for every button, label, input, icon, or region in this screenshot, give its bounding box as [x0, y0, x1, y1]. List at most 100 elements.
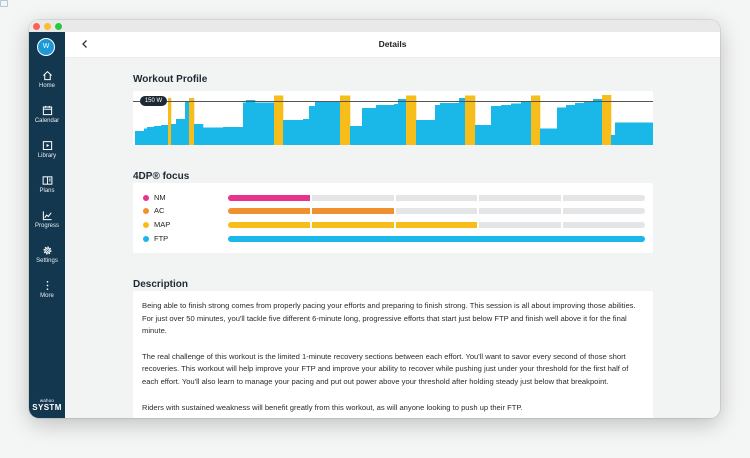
effort-interval-bar — [465, 95, 476, 145]
level-segment — [395, 208, 478, 214]
gear-icon — [42, 246, 52, 255]
ac-dot — [143, 208, 149, 214]
progress-icon — [42, 211, 52, 221]
sidebar-item-calendar[interactable]: Calendar — [29, 105, 65, 124]
focus-row-ftp: FTP — [133, 233, 653, 245]
zoom-window-button[interactable] — [55, 23, 62, 30]
interval-bar — [315, 102, 336, 145]
level-segment — [311, 195, 394, 201]
focus-row-ac: AC — [133, 205, 653, 217]
level-segment — [563, 222, 645, 228]
level-segment — [479, 208, 562, 214]
interval-bar — [593, 99, 603, 145]
interval-bar — [185, 101, 190, 145]
interval-bar — [223, 127, 244, 145]
sidebar-item-label: Plans — [39, 188, 55, 194]
effort-interval-bar — [531, 95, 541, 145]
level-segment — [228, 208, 310, 214]
ftp-badge: 150 W — [140, 96, 167, 106]
interval-bar — [435, 105, 441, 145]
interval-bar — [584, 101, 594, 145]
wahoo-systm-logo: wahoo SYSTM — [29, 398, 65, 412]
sidebar-item-settings[interactable]: Settings — [29, 245, 65, 264]
sidebar-item-progress[interactable]: Progress — [29, 210, 65, 229]
sidebar: W Home Calendar Library — [29, 32, 65, 418]
interval-bar — [501, 105, 512, 145]
interval-bar — [194, 124, 204, 145]
description-title: Description — [133, 279, 189, 290]
sidebar-item-home[interactable]: Home — [29, 70, 65, 89]
corner-mark — [0, 0, 8, 7]
effort-interval-bar — [189, 98, 195, 145]
workout-profile-title: Workout Profile — [133, 74, 208, 85]
level-segment — [479, 222, 562, 228]
focus-row-nm: NM — [133, 192, 653, 204]
interval-bar — [176, 119, 186, 145]
map-level-track — [228, 222, 645, 228]
level-segment — [395, 222, 478, 228]
description-text: Being able to finish strong comes from p… — [142, 300, 642, 418]
interval-bar — [335, 101, 341, 145]
interval-bar — [309, 106, 316, 145]
interval-bar — [440, 103, 460, 145]
interval-bar — [303, 119, 310, 145]
interval-bar — [491, 106, 502, 145]
effort-interval-bar — [340, 95, 351, 145]
map-dot — [143, 222, 149, 228]
interval-bar — [243, 102, 247, 145]
sidebar-item-more[interactable]: More — [29, 280, 65, 299]
sidebar-item-library[interactable]: Library — [29, 140, 65, 159]
interval-bar — [283, 120, 304, 145]
calendar-icon — [42, 105, 52, 116]
back-arrow-icon[interactable] — [79, 38, 91, 50]
description-paragraph: The real challenge of this workout is th… — [142, 351, 629, 386]
sidebar-item-plans[interactable]: Plans — [29, 175, 65, 194]
interval-bar — [350, 126, 363, 145]
interval-bar — [154, 126, 162, 145]
page-title: Details — [378, 39, 407, 49]
description-paragraph: Riders with sustained weakness will bene… — [142, 402, 523, 412]
effort-interval-bar — [406, 95, 417, 145]
focus-label: AC — [154, 206, 165, 215]
level-segment — [563, 236, 645, 242]
ac-level-track — [228, 208, 645, 214]
focus-label: MAP — [154, 220, 171, 229]
interval-bar — [203, 127, 224, 145]
sidebar-item-label: Home — [38, 83, 55, 89]
interval-bar — [135, 131, 145, 145]
interval-bar — [362, 108, 377, 145]
interval-bar — [575, 103, 585, 145]
minimize-window-button[interactable] — [44, 23, 51, 30]
description-card: Being able to finish strong comes from p… — [133, 291, 653, 418]
ftp-line — [133, 101, 653, 102]
interval-bar — [376, 105, 395, 145]
nm-level-track — [228, 195, 645, 201]
focus-title: 4DP® focus — [133, 171, 190, 182]
level-segment — [311, 208, 394, 214]
avatar[interactable]: W — [37, 38, 55, 56]
effort-interval-bar — [602, 95, 612, 145]
main-content: Details Workout Profile 150 W 4DP® focus… — [65, 32, 720, 418]
interval-bar — [398, 99, 407, 145]
level-segment — [228, 222, 310, 228]
sidebar-item-label: Calendar — [34, 118, 60, 124]
focus-card: NM AC MAP FTP — [133, 183, 653, 253]
effort-interval-bar — [168, 98, 172, 145]
level-segment — [228, 236, 312, 242]
sidebar-item-label: Library — [37, 153, 57, 159]
level-segment — [563, 208, 645, 214]
plans-icon — [42, 176, 52, 185]
logo-name: SYSTM — [32, 403, 62, 412]
interval-bar — [171, 124, 177, 145]
profile-bars — [135, 95, 653, 145]
focus-label: FTP — [154, 234, 169, 243]
interval-bar — [144, 128, 148, 145]
level-segment — [395, 195, 478, 201]
level-segment — [563, 195, 645, 201]
interval-bar — [246, 100, 256, 145]
window-titlebar — [29, 20, 720, 32]
interval-bar — [255, 102, 275, 145]
more-icon — [46, 281, 48, 290]
close-window-button[interactable] — [33, 23, 40, 30]
interval-bar — [459, 98, 466, 145]
